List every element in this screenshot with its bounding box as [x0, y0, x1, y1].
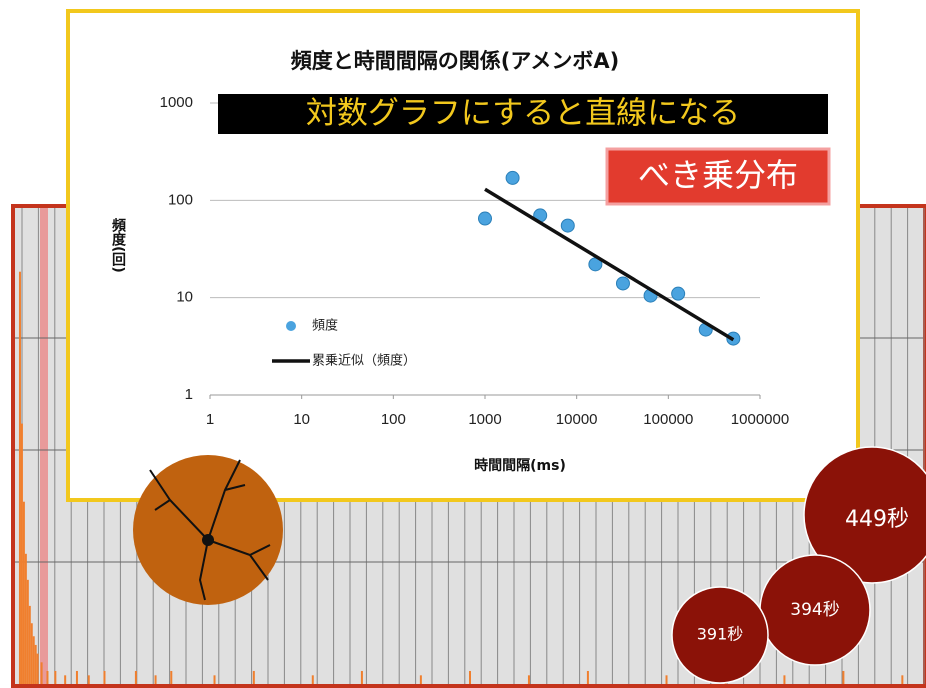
bar [46, 670, 49, 684]
bar [901, 675, 904, 684]
legend-label: 累乗近似（頻度） [312, 353, 416, 369]
bar [75, 670, 78, 684]
bubbles: 449秒 394秒 391秒 [671, 446, 926, 684]
legend-label: 頻度 [312, 318, 338, 334]
bubble-label: 449秒 [845, 507, 909, 532]
point [478, 211, 492, 226]
point [671, 286, 686, 301]
y-tick-label: 10 [176, 289, 193, 306]
banner-text: 対数グラフにすると直線になる [306, 96, 740, 132]
label-box [605, 147, 831, 206]
bar [36, 653, 39, 684]
bar [87, 675, 90, 684]
bar [30, 623, 33, 684]
bar [252, 670, 255, 684]
icon-circle [133, 455, 283, 605]
bar [64, 675, 67, 684]
bar [311, 675, 314, 684]
x-tick-label: 10 [293, 411, 310, 428]
x-tick-label: 100 [381, 411, 406, 428]
label-text: べき乗分布 [638, 156, 798, 194]
bubble-label: 391秒 [697, 625, 744, 644]
bar [22, 501, 25, 684]
x-axis-label: 時間間隔(ms) [474, 457, 566, 474]
bar [213, 675, 216, 684]
legend-marker [286, 321, 296, 331]
bar [170, 670, 173, 684]
neuron [149, 459, 271, 601]
point [560, 218, 575, 233]
bar [469, 670, 471, 684]
bar [103, 670, 106, 684]
bar [419, 675, 422, 684]
x-tick-label: 100000 [643, 411, 693, 428]
bar [842, 670, 845, 684]
bar [54, 670, 57, 684]
bar [18, 271, 21, 684]
y-tick-label: 1 [185, 386, 193, 403]
x-tick-label: 10000 [556, 411, 598, 428]
bar [28, 605, 31, 684]
bar [26, 579, 29, 684]
bar [24, 553, 27, 684]
x-tick-label: 1000 [468, 411, 501, 428]
bubble [803, 446, 926, 584]
bar [40, 662, 43, 684]
point [505, 170, 520, 185]
bar [20, 423, 23, 684]
highlight-band [40, 208, 48, 684]
x-tick-label: 1 [206, 411, 214, 428]
bar [665, 675, 668, 684]
bar [34, 644, 37, 684]
bar [154, 675, 157, 684]
x-tick-label: 1000000 [731, 411, 789, 428]
bar [32, 636, 35, 684]
bar [360, 670, 363, 684]
y-tick-label: 100 [168, 191, 193, 208]
neuron-body [202, 534, 214, 546]
chart-title: 頻度と時間間隔の関係(アメンボA) [291, 49, 619, 73]
bubble-label: 394秒 [790, 600, 839, 620]
y-tick-label: 1000 [160, 94, 193, 111]
neuron-icon [133, 455, 283, 605]
y-axis-label: 頻度(回) [110, 217, 126, 272]
point [615, 276, 630, 291]
bar [586, 670, 589, 684]
bar [783, 675, 786, 684]
fit-line [484, 187, 735, 342]
chart-panel [66, 9, 860, 502]
bar [527, 675, 530, 684]
main-chart: 頻度と時間間隔の関係(アメンボA) 時間間隔(ms) 頻度(回) 1 10 100 1… [66, 9, 860, 502]
banner-box [218, 94, 828, 134]
bar [134, 670, 137, 684]
bubble [671, 586, 769, 684]
